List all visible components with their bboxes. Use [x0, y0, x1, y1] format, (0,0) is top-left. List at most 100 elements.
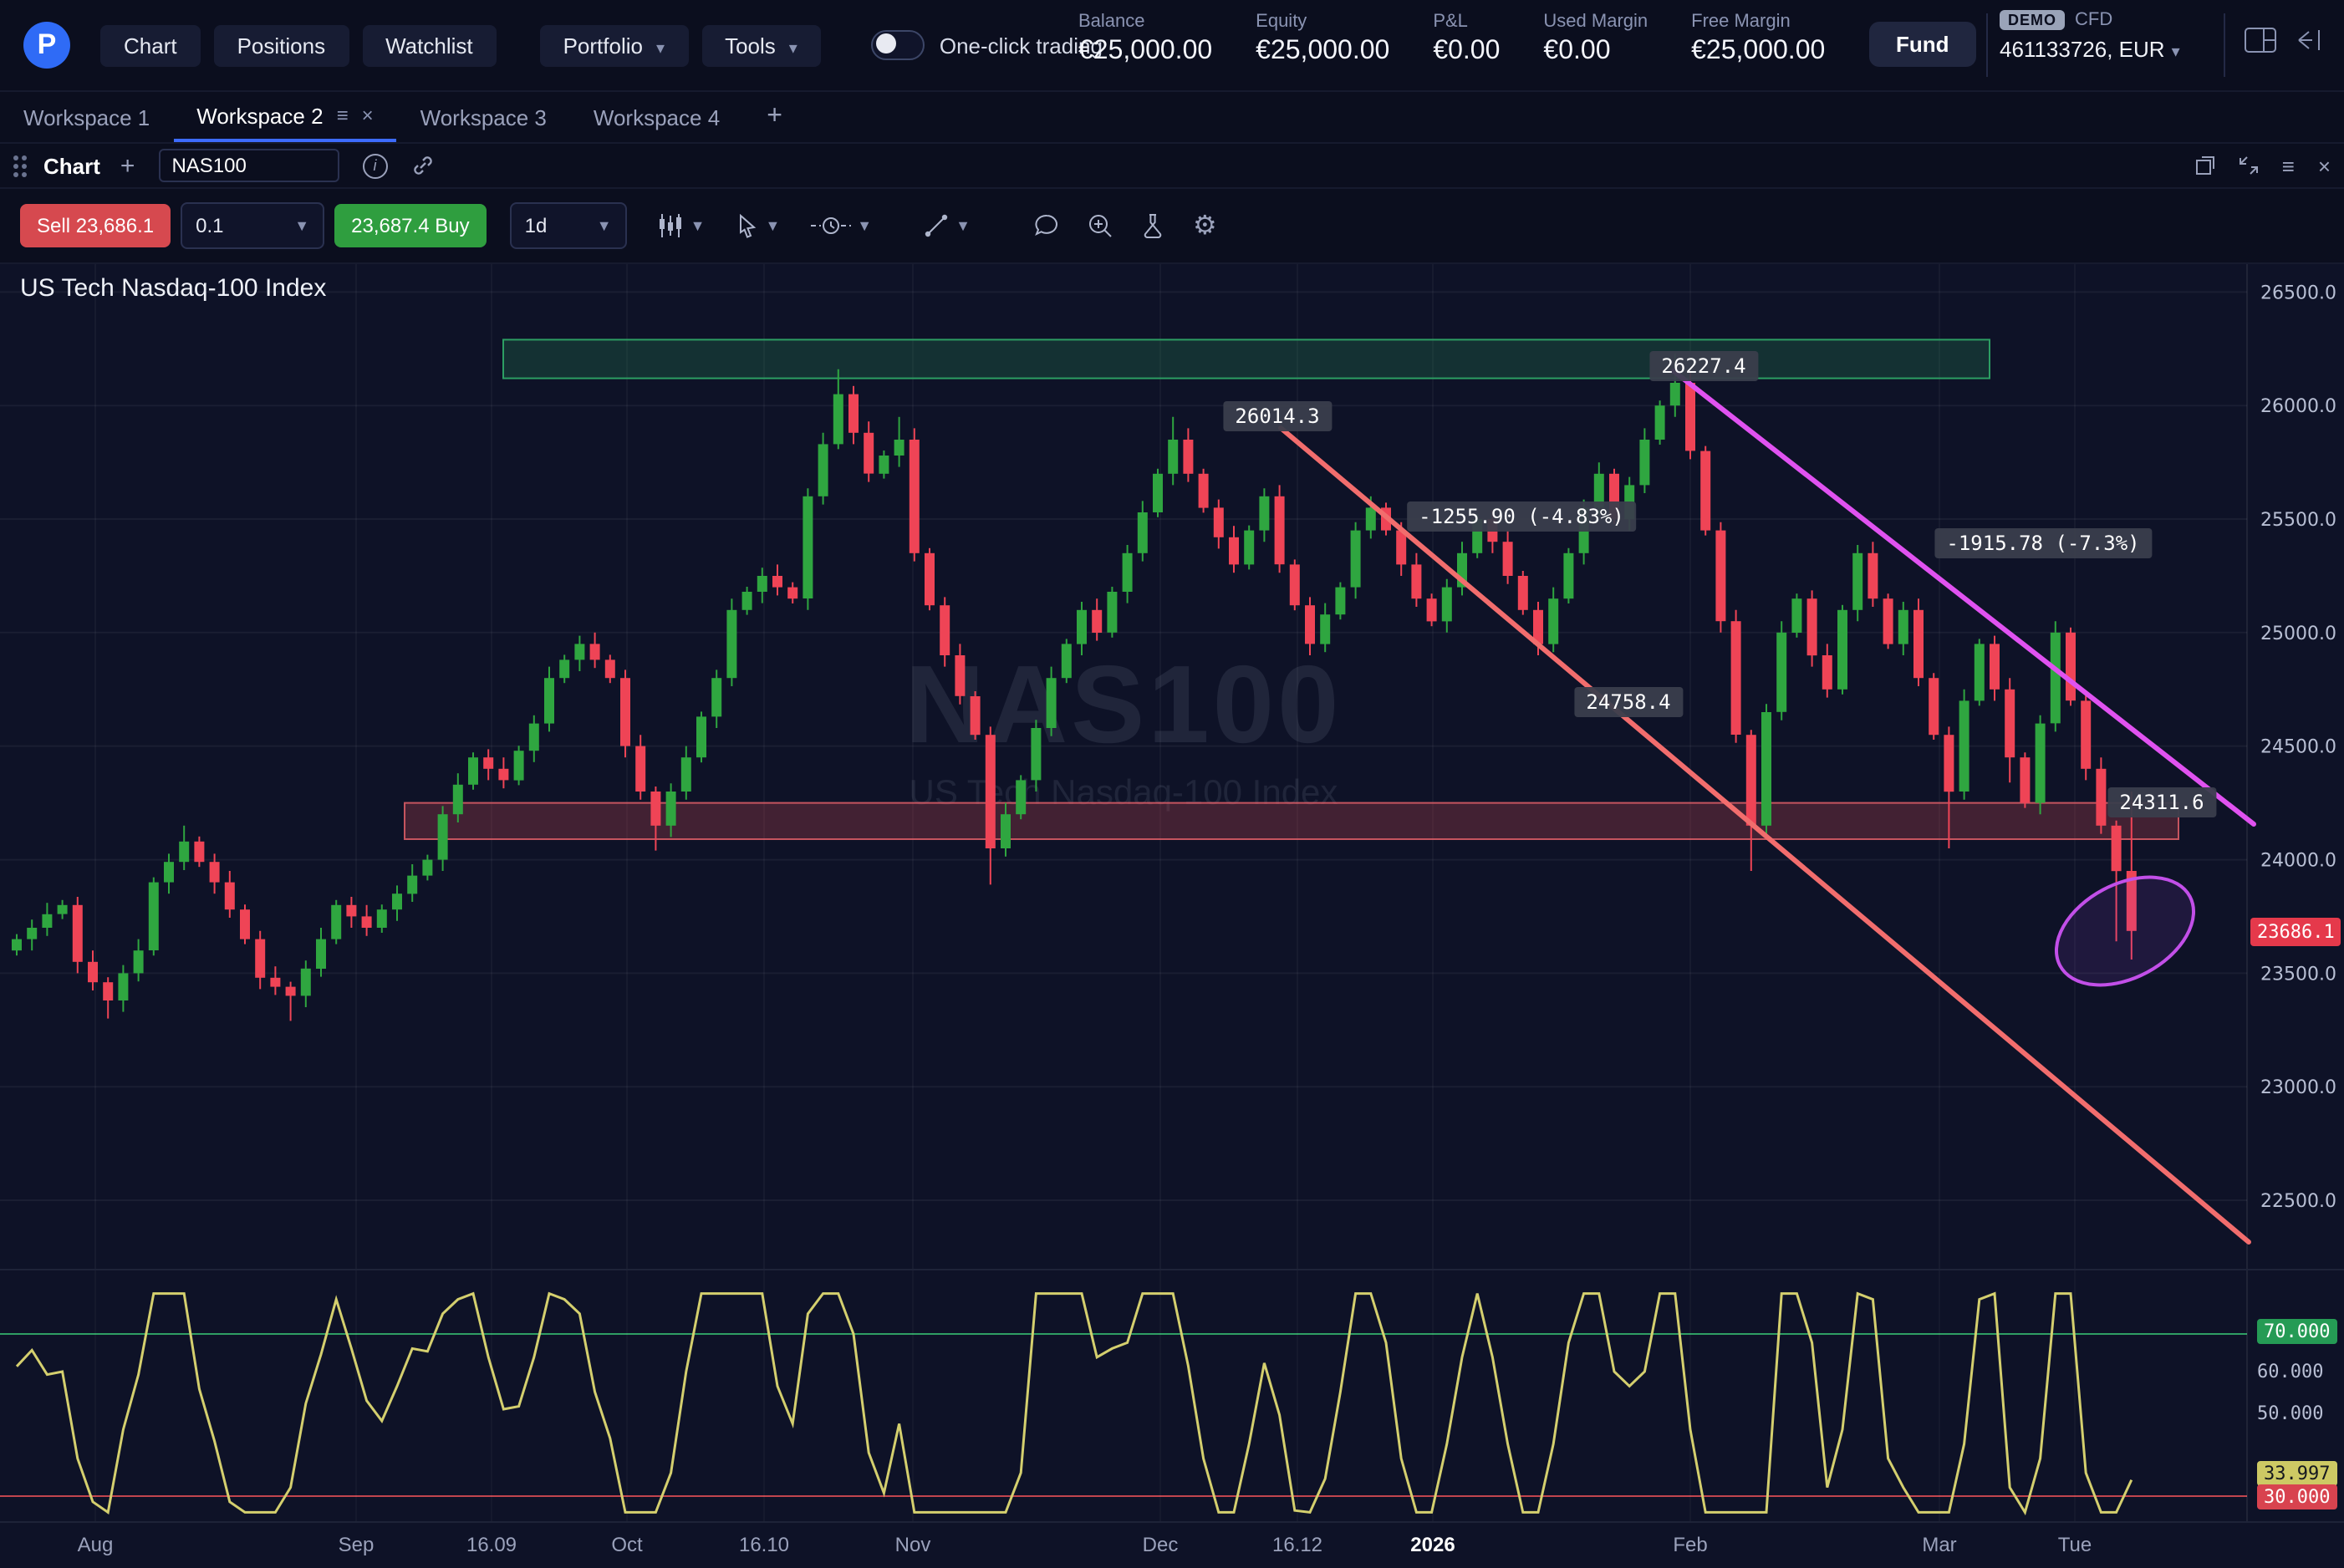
chart-annotation-label[interactable]: -1255.90 (-4.83%) — [1407, 501, 1636, 532]
trendline-tool-select[interactable]: ▼ — [922, 212, 971, 239]
candle — [1001, 814, 1011, 848]
tab-workspace-1[interactable]: Workspace 1 — [23, 104, 150, 130]
candle — [726, 609, 737, 679]
chart-annotation-label[interactable]: 26014.3 — [1223, 401, 1332, 431]
candle — [544, 678, 554, 724]
close-icon[interactable]: × — [361, 104, 374, 127]
time-interval-tool-select[interactable]: ▼ — [810, 214, 872, 237]
candle — [1122, 552, 1133, 592]
price-axis[interactable]: 26500.0 26000.0 25500.0 25000.0 24500.0 24000… — [2260, 283, 2336, 1212]
candle — [1046, 678, 1057, 728]
link-icon[interactable] — [410, 154, 434, 177]
chart-type-select[interactable]: ▼ — [657, 212, 705, 239]
grid — [0, 264, 2248, 1269]
price-pane[interactable]: NAS100 US Tech Nasdaq-100 Index 26500.0 2… — [0, 264, 2344, 1269]
portfolio-menu[interactable]: Portfolio ▾ — [539, 24, 689, 66]
candle — [741, 592, 752, 610]
chart-annotation-label[interactable]: 24311.6 — [2107, 787, 2216, 817]
quantity-select[interactable]: 0.1 ▼ — [181, 202, 325, 249]
svg-text:25000.0: 25000.0 — [2260, 624, 2336, 644]
comment-tool-icon[interactable] — [1034, 212, 1061, 239]
rsi-level-50-label: 50.000 — [2257, 1403, 2324, 1424]
svg-text:24500.0: 24500.0 — [2260, 737, 2336, 758]
symbol-input[interactable] — [158, 149, 339, 182]
candle — [970, 696, 981, 736]
close-icon[interactable]: × — [2317, 153, 2331, 178]
add-workspace-button[interactable]: + — [767, 102, 782, 130]
candle — [1168, 440, 1179, 474]
instrument-info-icon[interactable]: i — [362, 153, 388, 178]
nav-positions-button[interactable]: Positions — [213, 24, 349, 66]
candle — [148, 882, 159, 950]
account-type-label: CFD — [2075, 10, 2113, 30]
divider — [2224, 13, 2225, 77]
candle — [255, 939, 266, 978]
trendline-red[interactable] — [1278, 425, 2251, 1245]
tab-workspace-2[interactable]: Workspace 2 ≡ × — [173, 92, 397, 142]
candle — [1137, 512, 1148, 553]
nav-watchlist-button[interactable]: Watchlist — [362, 24, 497, 66]
add-panel-button[interactable]: + — [120, 151, 135, 180]
rsi-level-70-badge: 70.000 — [2257, 1319, 2337, 1344]
buy-button[interactable]: 23,687.4 Buy — [334, 204, 487, 247]
candle — [1031, 728, 1042, 781]
workspace-menu-icon[interactable]: ≡ — [336, 104, 349, 127]
app-logo[interactable]: P — [23, 22, 70, 69]
demand-zone[interactable] — [404, 802, 2179, 840]
panel-title: Chart — [43, 153, 100, 178]
candle — [437, 814, 448, 860]
one-click-trading-label: One-click trading — [939, 33, 1103, 58]
ellipse-annotation[interactable] — [2038, 855, 2212, 1007]
restore-icon[interactable] — [2239, 155, 2259, 176]
tab-workspace-3[interactable]: Workspace 3 — [420, 104, 547, 130]
candle — [1426, 598, 1437, 622]
chart-annotation-label[interactable]: 26227.4 — [1649, 351, 1758, 381]
candle — [1913, 609, 1924, 679]
svg-text:23000.0: 23000.0 — [2260, 1077, 2336, 1098]
drag-handle-icon[interactable] — [13, 155, 27, 176]
demo-badge: DEMO — [2000, 10, 2065, 30]
trendline-magenta[interactable] — [1671, 369, 2256, 827]
chevron-down-icon: ▾ — [656, 39, 665, 58]
stat-used-margin: Used Margin €0.00 — [1543, 12, 1648, 65]
chart-annotation-label[interactable]: 24758.4 — [1574, 687, 1683, 717]
candle — [1852, 552, 1863, 610]
layout-panels-icon[interactable] — [2244, 27, 2277, 53]
time-axis[interactable]: Aug Sep 16.09 Oct 16.10 Nov Dec 16.12 2026 Feb Mar… — [0, 1521, 2344, 1568]
sell-button[interactable]: Sell 23,686.1 — [20, 204, 171, 247]
nav-chart-button[interactable]: Chart — [100, 24, 201, 66]
collapse-panel-icon[interactable] — [2294, 27, 2327, 53]
price-chart-canvas[interactable]: 26500.0 26000.0 25500.0 25000.0 24500.0 24000… — [0, 264, 2344, 1269]
candle — [696, 716, 706, 758]
candle — [803, 496, 813, 598]
tab-workspace-4[interactable]: Workspace 4 — [593, 104, 721, 130]
zoom-in-icon[interactable] — [1088, 212, 1114, 239]
supply-zone[interactable] — [502, 339, 1990, 379]
time-axis-label: Oct — [611, 1533, 643, 1556]
tools-menu[interactable]: Tools ▾ — [701, 24, 821, 66]
candle — [270, 977, 281, 987]
time-axis-label: Aug — [77, 1533, 114, 1556]
panel-menu-icon[interactable]: ≡ — [2281, 153, 2295, 178]
time-axis-label: Nov — [894, 1533, 931, 1556]
candle — [57, 904, 68, 914]
fund-button[interactable]: Fund — [1869, 22, 1976, 67]
watermark-title: US Tech Nasdaq-100 Index — [909, 774, 1338, 812]
popout-icon[interactable] — [2195, 155, 2215, 176]
one-click-trading-toggle[interactable] — [870, 30, 925, 60]
cursor-tool-select[interactable]: ▼ — [735, 213, 780, 238]
candle — [376, 909, 387, 928]
candle — [574, 644, 585, 660]
candle — [1107, 592, 1118, 633]
account-selector[interactable]: DEMO CFD 461133726, EUR ▾ — [2000, 10, 2180, 62]
rsi-canvas[interactable] — [0, 1270, 2344, 1521]
candle — [1700, 451, 1711, 531]
rsi-level-60-label: 60.000 — [2257, 1361, 2324, 1382]
rsi-pane[interactable]: 70.000 60.000 50.000 33.997 30.000 — [0, 1269, 2344, 1521]
chart-panel-header: Chart + i ≡ × — [0, 144, 2344, 189]
chart-annotation-label[interactable]: -1915.78 (-7.3%) — [1934, 528, 2152, 558]
indicator-flask-icon[interactable] — [1141, 212, 1166, 239]
timeframe-select[interactable]: 1d ▼ — [509, 202, 627, 249]
settings-gear-icon[interactable]: ⚙ — [1192, 212, 1217, 241]
candle — [1259, 496, 1270, 531]
